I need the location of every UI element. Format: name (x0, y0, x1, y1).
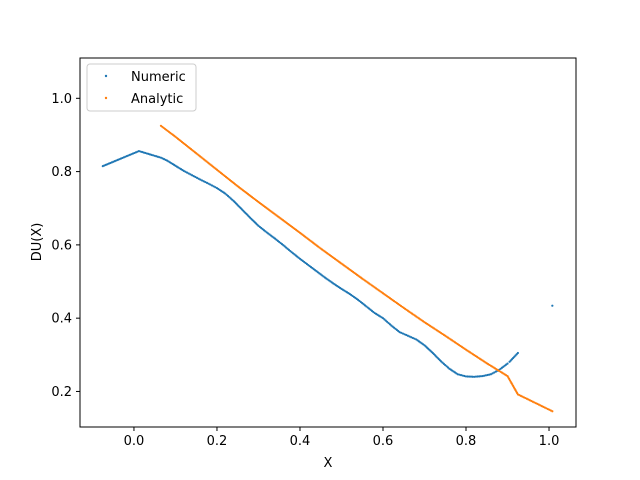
data-point (516, 351, 519, 355)
legend-frame (86, 63, 197, 112)
y-tick-label: 1.0 (51, 92, 72, 107)
data-point (489, 373, 493, 376)
legend-label-numeric: Numeric (131, 70, 186, 85)
y-tick-label: 0.6 (51, 238, 72, 253)
data-point (197, 177, 200, 180)
data-point (411, 336, 414, 340)
data-point (413, 337, 416, 340)
data-point (471, 375, 474, 378)
x-tick-label: 0.8 (456, 434, 477, 449)
data-point (184, 170, 187, 173)
data-point (194, 175, 197, 179)
data-point (551, 304, 554, 307)
data-point (479, 375, 483, 378)
data-point (459, 374, 463, 377)
data-point (205, 181, 209, 184)
legend-marker-numeric (104, 74, 108, 78)
y-axis-label: DU(X) (30, 223, 45, 262)
data-point (210, 184, 214, 187)
data-point (403, 333, 406, 336)
data-point (484, 374, 488, 377)
data-point (195, 176, 199, 179)
data-point (199, 178, 202, 181)
x-tick-label: 0.0 (124, 434, 145, 449)
data-point (192, 175, 195, 178)
y-tick-label: 0.8 (51, 165, 72, 180)
data-point (458, 373, 461, 376)
data-point (464, 375, 468, 378)
series-layer (101, 124, 554, 413)
x-tick-label: 0.2 (207, 434, 228, 449)
data-point (406, 334, 409, 337)
data-point (476, 375, 479, 378)
data-point (461, 374, 464, 377)
y-tick-label: 0.4 (51, 312, 72, 327)
data-point (456, 373, 459, 376)
data-point (187, 172, 190, 175)
data-point (494, 370, 497, 373)
data-point (466, 375, 469, 378)
data-point (481, 374, 484, 378)
series-numeric (101, 149, 554, 378)
data-point (493, 371, 496, 374)
legend: Numeric Analytic (86, 63, 197, 112)
data-point (209, 183, 212, 186)
data-point (185, 171, 189, 174)
data-point (214, 186, 217, 189)
data-point (207, 182, 210, 185)
x-tick-label: 1.0 (539, 434, 560, 449)
data-point (190, 174, 194, 177)
data-point (202, 180, 205, 183)
data-point (189, 173, 192, 176)
data-point (182, 169, 185, 172)
data-point (398, 330, 401, 334)
data-point (469, 375, 473, 378)
y-tick-label: 0.2 (51, 385, 72, 400)
series-analytic (159, 124, 554, 413)
y-axis-ticks: 0.2 0.4 0.6 0.8 1.0 (51, 92, 80, 400)
data-point (486, 373, 489, 377)
data-point (488, 373, 491, 376)
data-point (410, 336, 413, 339)
data-point (405, 333, 408, 337)
plot-area (80, 58, 576, 427)
data-point (506, 362, 509, 365)
x-axis-label: X (324, 456, 333, 471)
data-point (463, 374, 466, 378)
data-point (408, 335, 411, 338)
data-point (478, 375, 481, 378)
data-point (491, 372, 494, 375)
data-point (212, 185, 215, 188)
data-point (200, 179, 204, 182)
data-point (483, 374, 486, 377)
legend-marker-analytic (104, 96, 108, 100)
data-point (474, 375, 478, 378)
plot-frame (79, 57, 577, 428)
data-point (401, 332, 405, 335)
legend-label-analytic: Analytic (131, 92, 183, 107)
data-point (468, 375, 471, 378)
data-point (204, 180, 207, 184)
x-axis-ticks: 0.0 0.2 0.4 0.6 0.8 1.0 (124, 427, 560, 449)
x-tick-label: 0.4 (290, 434, 311, 449)
x-tick-label: 0.6 (373, 434, 394, 449)
data-point (551, 410, 554, 413)
data-point (473, 375, 476, 378)
data-point (400, 331, 403, 334)
